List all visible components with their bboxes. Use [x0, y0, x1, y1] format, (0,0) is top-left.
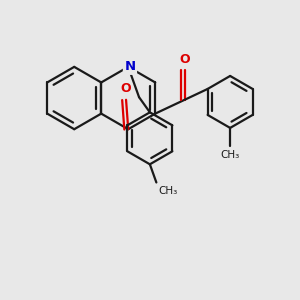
- Text: CH₃: CH₃: [220, 150, 240, 160]
- Text: CH₃: CH₃: [158, 186, 178, 196]
- Text: O: O: [179, 53, 190, 66]
- Text: O: O: [121, 82, 131, 95]
- Text: N: N: [124, 60, 136, 74]
